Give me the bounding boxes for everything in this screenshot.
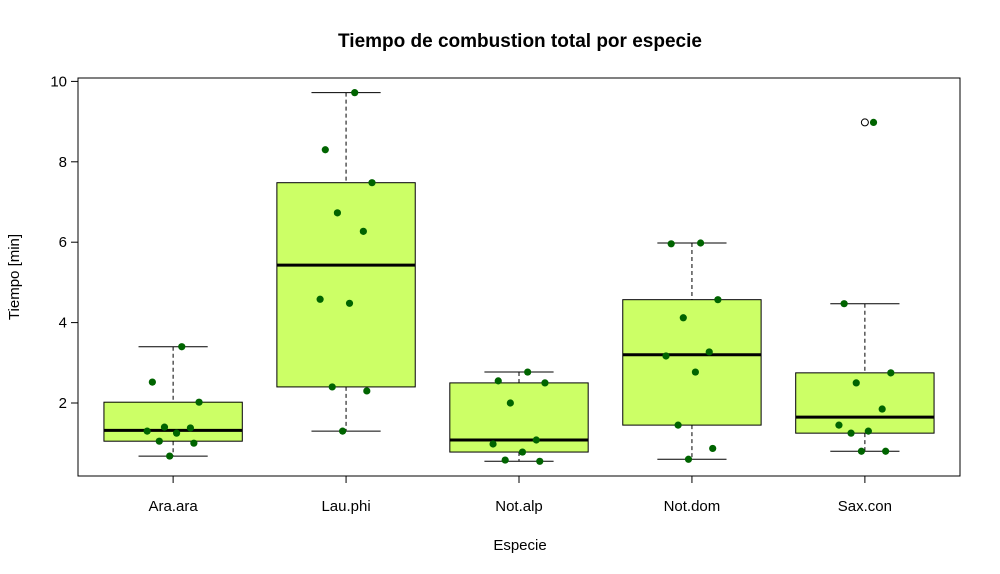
data-point (835, 421, 843, 429)
data-point (709, 444, 717, 453)
data-point (887, 369, 895, 377)
x-tick-label: Sax.con (838, 498, 892, 515)
x-tick-label: Not.alp (495, 498, 543, 515)
x-axis-label: Especie (493, 537, 546, 554)
y-tick-label: 10 (50, 73, 67, 90)
data-point (541, 379, 549, 387)
data-point (359, 227, 367, 235)
data-point (155, 437, 163, 445)
box-iqr (795, 372, 935, 434)
box-iqr (276, 182, 416, 388)
data-point (518, 448, 527, 456)
data-point (489, 440, 497, 448)
data-point (857, 447, 866, 455)
data-point (345, 299, 354, 307)
data-point (494, 377, 502, 385)
data-point (524, 368, 532, 376)
box-iqr (103, 401, 243, 442)
data-point (143, 427, 151, 435)
data-point (316, 295, 324, 303)
x-tick-label: Lau.phi (321, 498, 370, 515)
data-point (705, 348, 713, 356)
x-tick-label: Not.dom (664, 498, 721, 515)
plot-area: 2 4 6 8 10 Ara.ara Lau.phi Not.alp Not.dom Sax.co… (50, 73, 961, 515)
data-point (166, 452, 174, 460)
data-point (662, 352, 670, 360)
data-point (667, 240, 675, 248)
y-tick-label: 8 (59, 154, 67, 171)
data-point (691, 368, 700, 376)
data-point (536, 457, 544, 465)
data-point (363, 387, 371, 395)
data-point (333, 209, 342, 217)
y-tick-label: 6 (59, 234, 67, 251)
data-point (172, 429, 181, 437)
data-point (847, 429, 855, 437)
chart-title: Tiempo de combustion total por especie (338, 31, 702, 52)
box-iqr (622, 299, 762, 426)
data-point (501, 456, 509, 464)
box-iqr (449, 382, 589, 453)
data-point (339, 427, 347, 435)
data-point (532, 436, 540, 444)
y-tick-label: 2 (59, 395, 67, 412)
data-point (178, 343, 186, 351)
data-point (506, 399, 514, 407)
data-point (696, 239, 705, 247)
data-point (840, 300, 848, 308)
data-point (328, 383, 336, 391)
data-point (321, 146, 329, 154)
data-point (679, 314, 687, 322)
data-point (195, 398, 203, 406)
data-point (186, 424, 195, 432)
data-point (190, 439, 198, 447)
y-tick-label: 4 (59, 315, 67, 332)
data-point (878, 405, 886, 413)
outlier-point (860, 118, 869, 127)
data-point (852, 379, 860, 387)
data-point (368, 179, 376, 187)
data-point (714, 296, 722, 304)
data-point (882, 447, 890, 455)
data-point (864, 427, 872, 435)
data-point (674, 421, 682, 429)
data-point (160, 423, 169, 431)
y-axis-label: Tiempo [min] (6, 234, 23, 320)
data-point (684, 455, 693, 463)
data-point (351, 89, 359, 97)
data-point (869, 118, 878, 127)
x-tick-label: Ara.ara (149, 498, 199, 515)
data-point (148, 378, 156, 386)
